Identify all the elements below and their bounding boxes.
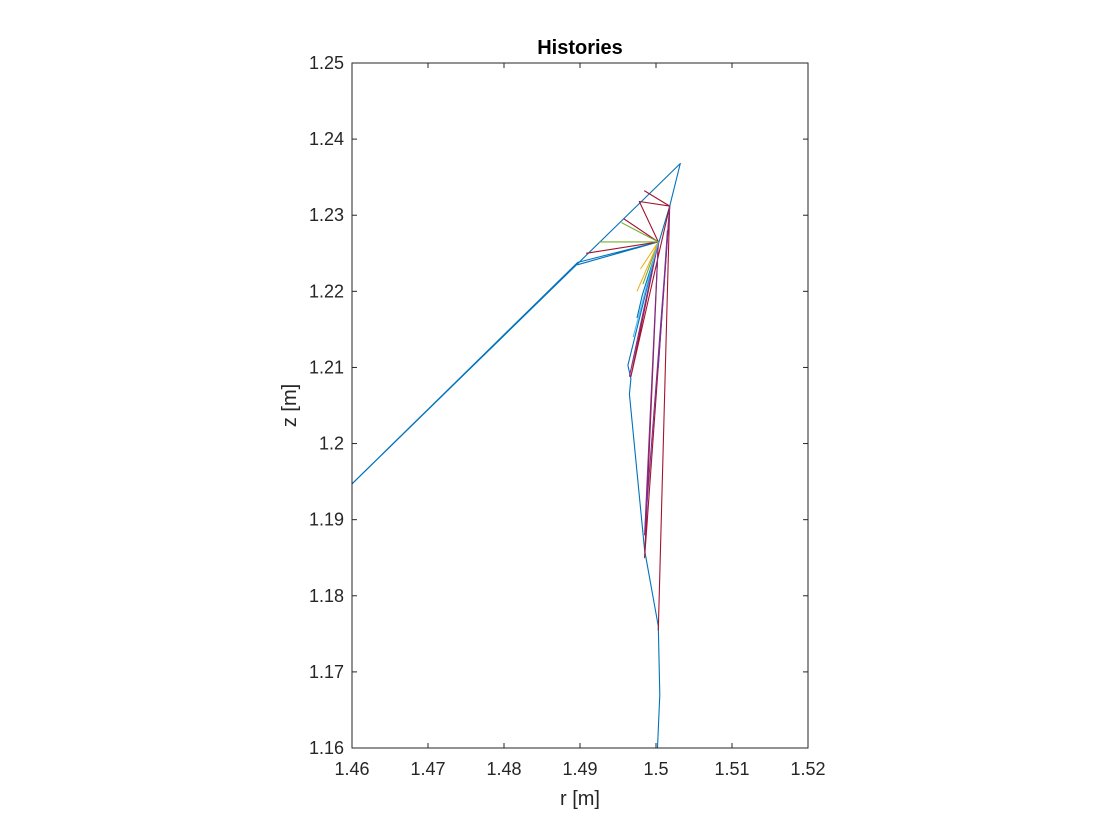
series-line-1 <box>351 241 661 749</box>
x-axis-label: r [m] <box>560 788 600 810</box>
x-tick-label: 1.49 <box>562 759 597 779</box>
y-tick-label: 1.24 <box>309 129 344 149</box>
y-tick-label: 1.2 <box>319 434 344 454</box>
y-tick-label: 1.19 <box>309 510 344 530</box>
x-tick-label: 1.47 <box>410 759 445 779</box>
series-line-4 <box>599 222 659 285</box>
y-tick-label: 1.23 <box>309 205 344 225</box>
y-axis-label: z [m] <box>279 384 301 427</box>
series-layer <box>351 162 681 749</box>
axes-box <box>351 62 809 749</box>
y-tick-label: 1.18 <box>309 586 344 606</box>
x-tick-label: 1.46 <box>334 759 369 779</box>
x-tick-label: 1.5 <box>643 759 668 779</box>
y-tick-label: 1.21 <box>309 357 344 377</box>
series-line-2 <box>351 162 681 485</box>
y-tick-label: 1.16 <box>309 738 344 758</box>
series-line-7 <box>632 241 659 338</box>
y-tick-label: 1.22 <box>309 281 344 301</box>
x-tick-label: 1.51 <box>714 759 749 779</box>
y-tick-label: 1.17 <box>309 662 344 682</box>
x-tick-label: 1.48 <box>486 759 521 779</box>
series-line-6 <box>628 205 671 536</box>
series-line-5 <box>636 241 659 292</box>
ticks-layer: 1.46 1.47 1.48 1.49 1.5 1.51 1.52 1.16 1.17 1.18 1… <box>309 53 826 779</box>
chart-title: Histories <box>537 37 623 59</box>
y-tick-label: 1.25 <box>309 53 344 73</box>
x-tick-label: 1.52 <box>790 759 825 779</box>
